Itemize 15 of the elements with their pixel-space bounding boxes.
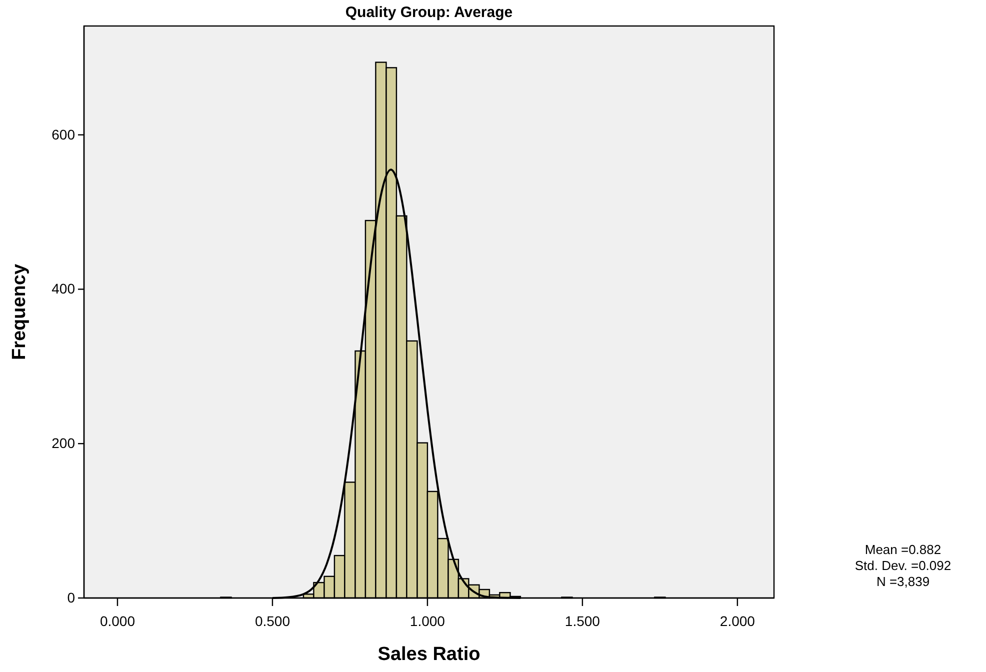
text: N =3,839 <box>876 574 930 589</box>
y-axis-title: Frequency <box>9 264 30 360</box>
chart-title: Quality Group: Average <box>345 4 513 21</box>
y-tick-label: 0 <box>67 589 76 606</box>
text: Mean =0.882 <box>864 542 942 557</box>
x-tick-label: 2.000 <box>720 612 756 629</box>
y-tick-label: 200 <box>52 435 76 452</box>
y-tick-label: 600 <box>52 126 76 142</box>
x-tick-label: 1.000 <box>410 612 446 629</box>
y-tick-label: 400 <box>52 280 76 297</box>
text: Std. Dev. =0.092 <box>854 558 952 573</box>
x-tick-label: 0.000 <box>100 612 136 629</box>
x-tick-label: 0.500 <box>254 612 290 629</box>
x-tick-label: 1.500 <box>564 612 600 629</box>
x-axis-title: Sales Ratio <box>378 644 480 665</box>
